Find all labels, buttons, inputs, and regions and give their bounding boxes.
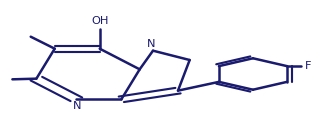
Text: OH: OH [91, 16, 109, 26]
Text: N: N [147, 39, 156, 49]
Text: F: F [305, 61, 311, 71]
Text: N: N [73, 101, 81, 111]
